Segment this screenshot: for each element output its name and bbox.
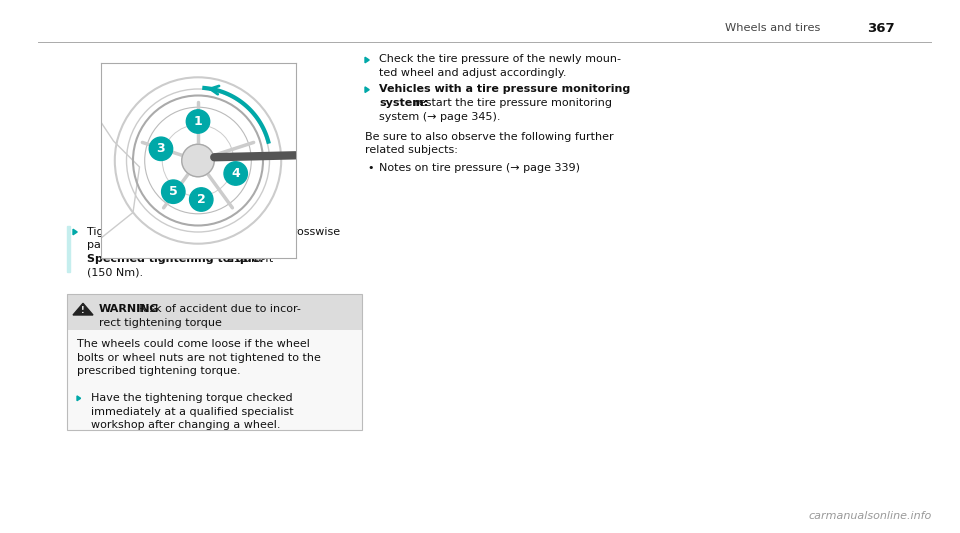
Text: Tighten the wheel bolts evenly in a crosswise: Tighten the wheel bolts evenly in a cros… xyxy=(87,227,340,237)
Text: ).: ). xyxy=(285,240,293,251)
Text: Notes on tire pressure (→ page 339): Notes on tire pressure (→ page 339) xyxy=(379,163,580,173)
Text: 5: 5 xyxy=(273,241,278,250)
Text: 2: 2 xyxy=(197,193,205,206)
Text: workshop after changing a wheel.: workshop after changing a wheel. xyxy=(91,421,280,430)
Text: pattern in the sequence indicated (: pattern in the sequence indicated ( xyxy=(87,240,284,251)
Circle shape xyxy=(149,137,173,160)
Circle shape xyxy=(224,162,248,185)
Text: Wheels and tires: Wheels and tires xyxy=(725,23,820,33)
Text: Check the tire pressure of the newly moun-: Check the tire pressure of the newly mou… xyxy=(379,54,621,64)
Text: 3: 3 xyxy=(156,142,165,155)
Text: Have the tightening torque checked: Have the tightening torque checked xyxy=(91,393,293,403)
FancyBboxPatch shape xyxy=(67,294,362,330)
FancyBboxPatch shape xyxy=(67,330,362,430)
FancyBboxPatch shape xyxy=(67,226,70,272)
Text: 367: 367 xyxy=(868,21,895,35)
Text: restart the tire pressure monitoring: restart the tire pressure monitoring xyxy=(411,98,612,108)
Polygon shape xyxy=(73,303,93,315)
Text: The wheels could come loose if the wheel: The wheels could come loose if the wheel xyxy=(77,340,310,349)
Text: related subjects:: related subjects: xyxy=(365,146,458,156)
Text: ted wheel and adjust accordingly.: ted wheel and adjust accordingly. xyxy=(379,69,566,78)
Text: bolts or wheel nuts are not tightened to the: bolts or wheel nuts are not tightened to… xyxy=(77,353,321,363)
Text: 111 lb-ft: 111 lb-ft xyxy=(223,254,273,264)
Text: rect tightening torque: rect tightening torque xyxy=(99,318,222,328)
Polygon shape xyxy=(365,87,370,93)
Text: WARNING: WARNING xyxy=(99,304,159,314)
Text: prescribed tightening torque.: prescribed tightening torque. xyxy=(77,366,241,376)
Text: immediately at a qualified specialist: immediately at a qualified specialist xyxy=(91,407,294,417)
Circle shape xyxy=(189,188,213,211)
Text: 5: 5 xyxy=(169,185,178,198)
Text: to: to xyxy=(252,240,271,251)
Circle shape xyxy=(181,144,214,177)
Text: Be sure to also observe the following further: Be sure to also observe the following fu… xyxy=(365,132,613,142)
Circle shape xyxy=(186,110,209,133)
Circle shape xyxy=(161,180,185,204)
Text: 1: 1 xyxy=(241,241,247,250)
Polygon shape xyxy=(77,396,81,401)
Polygon shape xyxy=(365,57,370,63)
Circle shape xyxy=(269,238,282,253)
Text: system (→ page 345).: system (→ page 345). xyxy=(379,112,500,122)
Circle shape xyxy=(236,238,251,253)
Text: Specified tightening torque:: Specified tightening torque: xyxy=(87,254,264,264)
Text: system:: system: xyxy=(379,98,428,108)
Text: !: ! xyxy=(82,306,84,316)
Text: 4: 4 xyxy=(231,167,240,180)
Text: •: • xyxy=(367,163,373,173)
Text: carmanualsonline.info: carmanualsonline.info xyxy=(808,511,931,521)
Polygon shape xyxy=(73,229,77,235)
Text: 1: 1 xyxy=(194,115,203,128)
Text: Risk of accident due to incor-: Risk of accident due to incor- xyxy=(135,304,301,314)
Text: Vehicles with a tire pressure monitoring: Vehicles with a tire pressure monitoring xyxy=(379,84,631,94)
Text: (150 Nm).: (150 Nm). xyxy=(87,268,143,278)
